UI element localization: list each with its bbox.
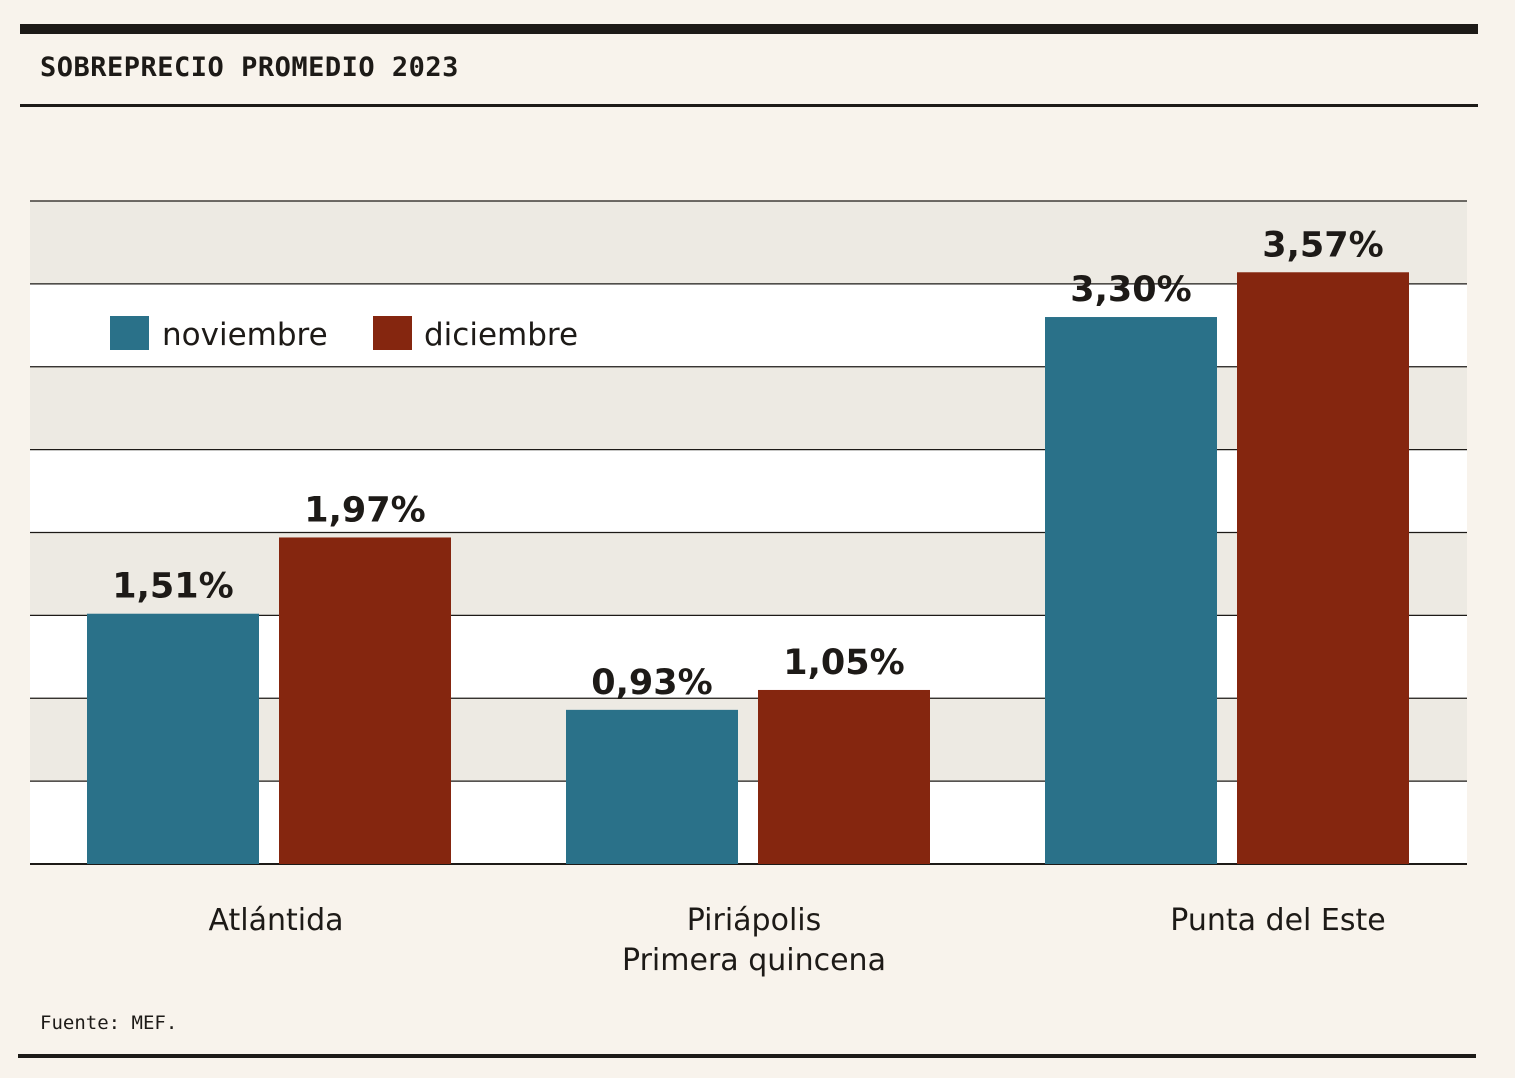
bar-noviembre <box>1045 317 1217 864</box>
data-label: 1,05% <box>783 643 904 683</box>
grid-band <box>30 283 1467 367</box>
grid-band <box>30 532 1467 616</box>
grid-band <box>30 366 1467 450</box>
category-label: Primera quincena <box>622 943 886 978</box>
grid-band <box>30 698 1467 782</box>
data-label: 0,93% <box>591 663 712 703</box>
legend-swatch-noviembre <box>110 316 149 350</box>
top-rule <box>20 24 1478 34</box>
source-note: Fuente: MEF. <box>40 1012 178 1034</box>
grid-band <box>30 449 1467 533</box>
grid-band <box>30 201 1467 284</box>
grid-band <box>30 615 1467 699</box>
bottom-rule <box>18 1054 1476 1058</box>
title-rule <box>20 104 1478 107</box>
category-label: Atlántida <box>208 903 343 938</box>
data-label: 1,97% <box>304 490 425 530</box>
data-label: 3,30% <box>1070 270 1191 310</box>
bar-diciembre <box>279 537 451 864</box>
bar-noviembre <box>566 709 738 864</box>
legend-label: diciembre <box>424 317 578 353</box>
bar-diciembre <box>1237 272 1409 865</box>
data-label: 3,57% <box>1262 225 1383 265</box>
legend-swatch-diciembre <box>373 316 412 350</box>
data-label: 1,51% <box>112 567 233 607</box>
category-label: Punta del Este <box>1170 903 1385 938</box>
legend-label: noviembre <box>162 317 328 353</box>
chart-title: SOBREPRECIO PROMEDIO 2023 <box>40 52 459 83</box>
category-label: Piriápolis <box>687 903 822 938</box>
grid-band <box>30 781 1467 864</box>
bar-diciembre <box>758 689 930 864</box>
bar-noviembre <box>87 613 259 864</box>
